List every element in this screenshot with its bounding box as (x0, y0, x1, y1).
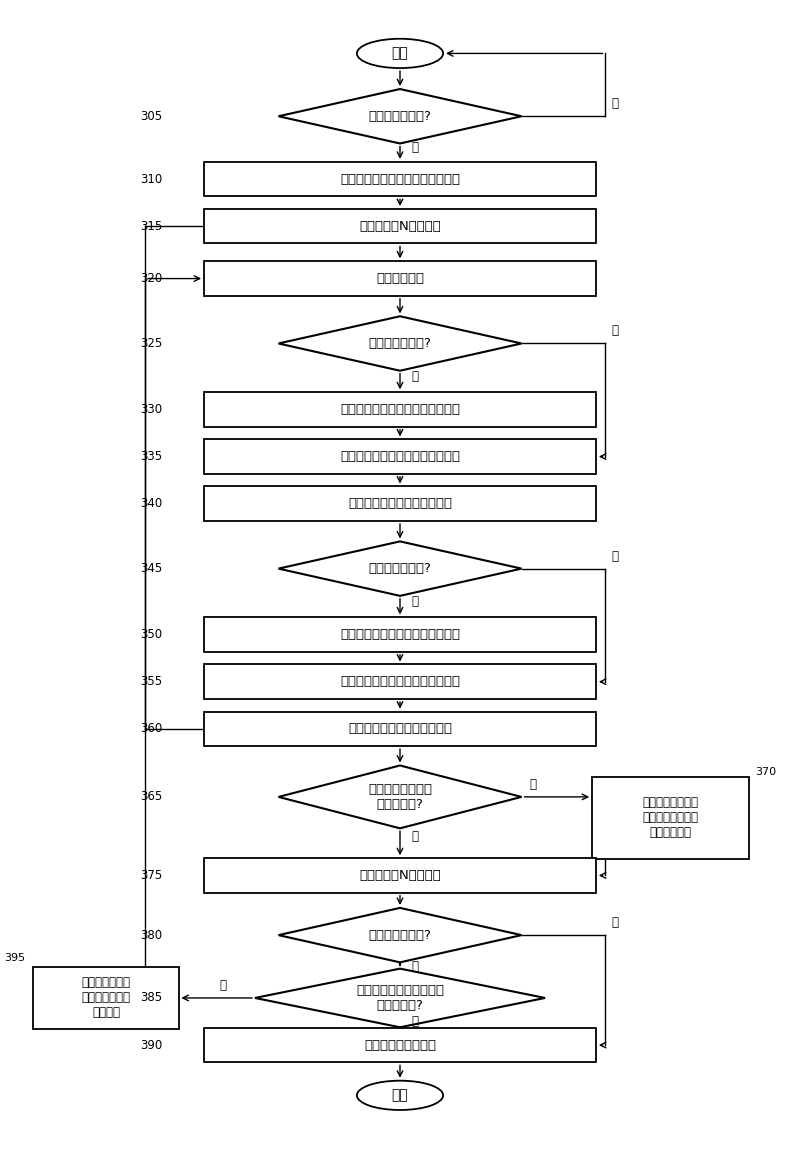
Text: 检测到电弧信号?: 检测到电弧信号? (369, 110, 431, 122)
Polygon shape (278, 765, 522, 829)
FancyBboxPatch shape (204, 209, 596, 243)
Text: 关闭所有（N个）负载: 关闭所有（N个）负载 (359, 219, 441, 233)
Text: 395: 395 (5, 953, 26, 964)
Polygon shape (278, 908, 522, 962)
Text: 315: 315 (140, 219, 162, 233)
FancyBboxPatch shape (204, 859, 596, 893)
Text: 355: 355 (140, 675, 162, 688)
Text: 否: 否 (612, 97, 618, 110)
Text: 340: 340 (140, 497, 162, 510)
Text: 将电弧信号检测信息发送到控制器: 将电弧信号检测信息发送到控制器 (340, 628, 460, 642)
FancyBboxPatch shape (204, 617, 596, 652)
Text: 305: 305 (140, 110, 162, 122)
Text: 存储第二负载的电弧故障检测结果: 存储第二负载的电弧故障检测结果 (340, 675, 460, 688)
Text: 375: 375 (140, 869, 162, 882)
Text: 打开所有（N个）负载: 打开所有（N个）负载 (359, 869, 441, 882)
Text: 350: 350 (140, 628, 162, 642)
Text: 否: 否 (530, 778, 536, 790)
Text: 否: 否 (612, 916, 618, 929)
Text: 每个负载的打开时间＞第
一设置时间?: 每个负载的打开时间＞第 一设置时间? (356, 984, 444, 1012)
Text: 是: 是 (412, 960, 418, 973)
Text: 385: 385 (140, 991, 162, 1004)
Text: 将每个负载的打
开时间增加第二
设置时间: 将每个负载的打 开时间增加第二 设置时间 (82, 976, 130, 1019)
Ellipse shape (357, 39, 443, 68)
Text: 否: 否 (612, 549, 618, 562)
Text: 320: 320 (140, 272, 162, 285)
Text: 结束: 结束 (392, 1088, 408, 1102)
Text: 在所有负载中检测
到正常信号?: 在所有负载中检测 到正常信号? (368, 782, 432, 811)
Text: 将电弧信号检测信息发送到控制器: 将电弧信号检测信息发送到控制器 (340, 403, 460, 415)
Text: 将所有负载的电弧
故障检测结果显示
在显示单元上: 将所有负载的电弧 故障检测结果显示 在显示单元上 (642, 796, 698, 839)
FancyBboxPatch shape (34, 967, 178, 1029)
FancyBboxPatch shape (204, 712, 596, 747)
Text: 345: 345 (140, 562, 162, 575)
Text: 关闭第二负载并打开第三负载: 关闭第二负载并打开第三负载 (348, 722, 452, 735)
Text: 是: 是 (412, 141, 418, 155)
FancyBboxPatch shape (592, 777, 749, 859)
Text: 310: 310 (140, 173, 162, 186)
Polygon shape (255, 968, 545, 1027)
Text: 存储第一负载的电弧故障检测结果: 存储第一负载的电弧故障检测结果 (340, 450, 460, 463)
Text: 打开第一负载: 打开第一负载 (376, 272, 424, 285)
Text: 开始: 开始 (392, 46, 408, 60)
Polygon shape (278, 89, 522, 143)
Text: 335: 335 (140, 450, 162, 463)
FancyBboxPatch shape (204, 392, 596, 427)
Text: 330: 330 (140, 403, 162, 415)
Text: 325: 325 (140, 337, 162, 350)
FancyBboxPatch shape (204, 162, 596, 196)
Text: 检测到电弧信号?: 检测到电弧信号? (369, 562, 431, 575)
FancyBboxPatch shape (204, 1028, 596, 1063)
Text: 360: 360 (140, 722, 162, 735)
Text: 365: 365 (140, 790, 162, 803)
Text: 390: 390 (140, 1039, 162, 1051)
Text: 将电弧信号检测信息发送到控制器: 将电弧信号检测信息发送到控制器 (340, 173, 460, 186)
Text: 否: 否 (612, 324, 618, 337)
Text: 检测到电弧信号?: 检测到电弧信号? (369, 337, 431, 350)
Polygon shape (278, 316, 522, 370)
Polygon shape (278, 541, 522, 595)
Text: 380: 380 (140, 929, 162, 942)
Text: 是: 是 (412, 370, 418, 383)
Text: 370: 370 (755, 766, 776, 777)
FancyBboxPatch shape (204, 665, 596, 699)
FancyBboxPatch shape (204, 487, 596, 520)
FancyBboxPatch shape (204, 440, 596, 474)
Text: 是: 是 (412, 1016, 418, 1028)
FancyBboxPatch shape (204, 261, 596, 295)
Text: 操作在正常操作模式: 操作在正常操作模式 (364, 1039, 436, 1051)
Text: 是: 是 (412, 830, 418, 842)
Ellipse shape (357, 1080, 443, 1110)
Text: 检测到电弧信号?: 检测到电弧信号? (369, 929, 431, 942)
Text: 否: 否 (220, 979, 226, 992)
Text: 是: 是 (412, 595, 418, 608)
Text: 关闭第一负载并打开第二负载: 关闭第一负载并打开第二负载 (348, 497, 452, 510)
